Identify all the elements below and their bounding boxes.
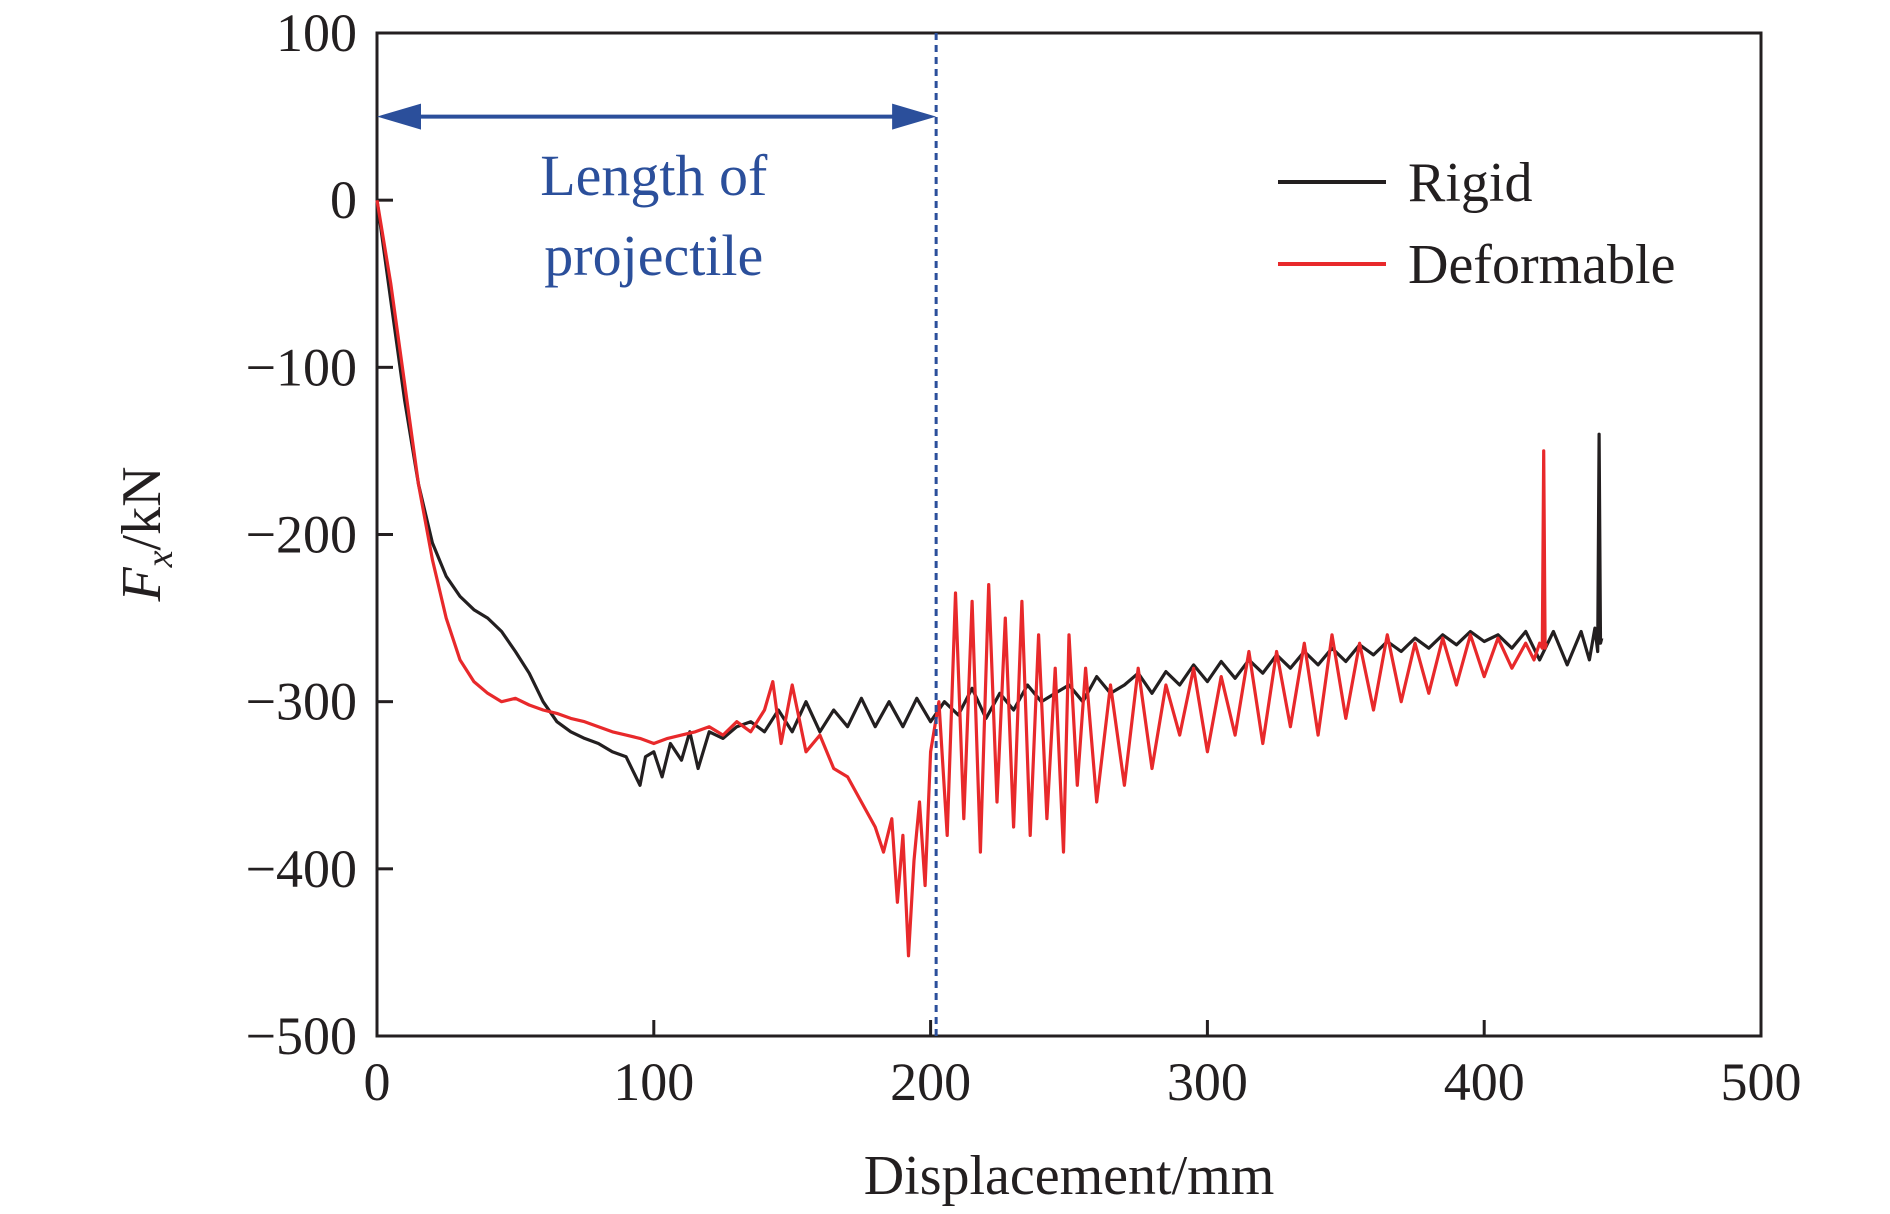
annotation-text-line: Length of	[540, 143, 768, 208]
y-axis-label-unit: /kN	[111, 466, 173, 550]
y-axis-label-main: F	[111, 567, 173, 603]
y-tick-label: −200	[246, 505, 357, 565]
legend-label: Rigid	[1408, 152, 1532, 214]
y-tick-label: −300	[246, 672, 357, 732]
x-tick-label: 0	[364, 1052, 391, 1112]
annotation-text-line: projectile	[544, 223, 763, 288]
x-tick-label: 400	[1444, 1052, 1525, 1112]
series-line-deformable	[375, 199, 1549, 958]
x-tick-label: 100	[613, 1052, 694, 1112]
legend: Rigid Deformable	[1278, 152, 1675, 296]
y-tick-label: −500	[246, 1006, 357, 1066]
annotation-layer: Length of projectile	[377, 33, 938, 1036]
y-tick-label: 100	[276, 3, 357, 63]
series-layer	[375, 199, 1604, 958]
x-axis-label: Displacement/mm	[864, 1145, 1275, 1207]
y-tick-label: 0	[330, 170, 357, 230]
y-tick-label: −100	[246, 337, 357, 397]
legend-label: Deformable	[1408, 234, 1675, 296]
y-axis-ticks: 100 0 −100 −200 −300 −400 −500	[246, 3, 393, 1066]
length-arrow-head-right	[892, 103, 937, 130]
y-axis-label: Fx/kN	[111, 466, 181, 602]
y-axis-label-sub: x	[139, 550, 181, 568]
y-tick-label: −400	[246, 839, 357, 899]
x-axis-ticks: 0 100 200 300 400 500	[364, 1020, 1802, 1112]
series-line-rigid	[375, 199, 1604, 787]
length-arrow-head-left	[377, 103, 421, 130]
x-tick-label: 500	[1721, 1052, 1802, 1112]
x-tick-label: 300	[1167, 1052, 1248, 1112]
x-tick-label: 200	[890, 1052, 971, 1112]
